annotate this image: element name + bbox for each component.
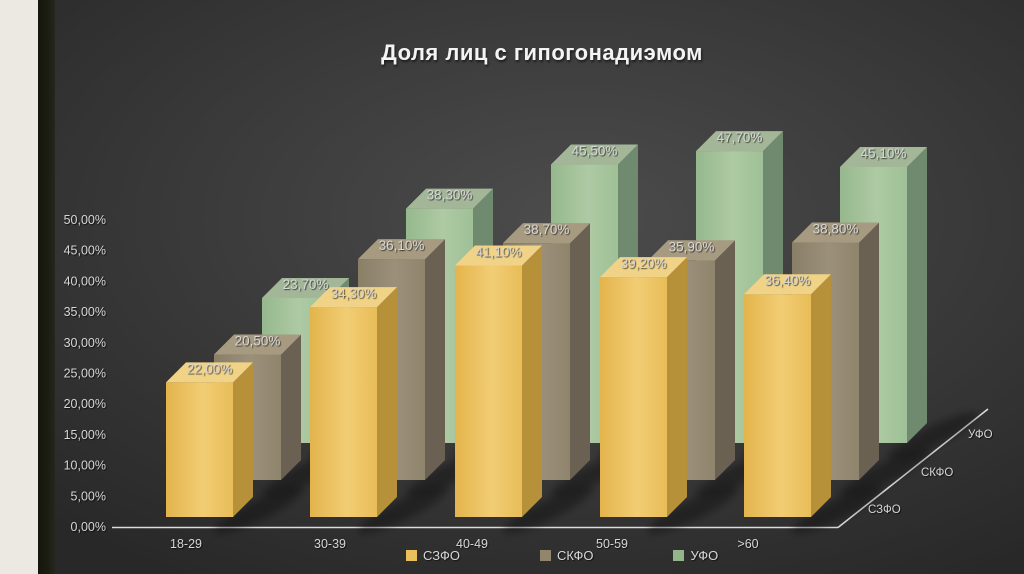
bar-top-1-0 — [214, 334, 301, 355]
x-axis-category-label: 30-39 — [314, 537, 346, 551]
bar-data-label: 38,80% — [813, 222, 859, 237]
y-axis-tick-label: 10,00% — [64, 459, 106, 473]
bar-data-label: 41,10% — [476, 244, 522, 259]
y-axis-tick-label: 25,00% — [64, 367, 106, 381]
legend-swatch-0 — [406, 550, 417, 561]
bar-data-label: 35,90% — [669, 239, 715, 254]
x-axis-category-label: 50-59 — [596, 537, 628, 551]
depth-axis-series-label: СКФО — [921, 467, 953, 479]
bar-data-label: 34,30% — [331, 286, 377, 301]
bar-data-label: 23,70% — [283, 277, 329, 292]
bar-shadow — [839, 449, 931, 497]
x-axis-category-label: >60 — [737, 537, 758, 551]
bar-top-2-1 — [406, 188, 493, 209]
bar-top-2-3 — [696, 131, 783, 152]
legend-swatch-1 — [539, 550, 551, 561]
bar-top-1-1 — [358, 239, 445, 260]
chart-title: Доля лиц с гипогонадиэмом — [381, 40, 703, 65]
bar-data-label: 20,50% — [235, 334, 281, 349]
y-axis-tick-label: 5,00% — [71, 489, 106, 503]
depth-axis-series-label: СЗФО — [868, 504, 901, 516]
y-axis-tick-label: 15,00% — [64, 428, 106, 442]
bar-top-0-1 — [310, 287, 397, 308]
bar-0-4 — [744, 294, 811, 517]
legend-item-1: СКФО — [539, 548, 594, 563]
x-axis-category-label: 18-29 — [170, 537, 202, 551]
bar-side-0-3 — [667, 257, 687, 517]
depth-axis-series-label: УФО — [968, 429, 993, 441]
bar-top-0-3 — [600, 257, 687, 278]
y-axis-tick-label: 0,00% — [71, 520, 106, 534]
legend-item-2: УФО — [673, 548, 718, 563]
bar-0-3 — [600, 277, 667, 517]
bar-top-1-2 — [503, 223, 590, 244]
bar-data-label: 39,20% — [621, 256, 667, 271]
bar-data-label: 47,70% — [717, 130, 763, 145]
bar-shadow — [887, 412, 979, 460]
bar-data-label: 36,10% — [379, 238, 425, 253]
legend-label-2: УФО — [690, 548, 719, 563]
y-axis-tick-label: 35,00% — [64, 305, 106, 319]
slide-edge-strip — [0, 0, 38, 574]
bar-shadow — [502, 486, 594, 534]
y-axis-tick-label: 40,00% — [64, 274, 106, 288]
chart-legend: СЗФО СКФО УФО — [406, 548, 718, 563]
bar-data-label: 45,50% — [572, 144, 618, 159]
bar-top-1-3 — [648, 240, 735, 261]
bar-data-label: 45,10% — [861, 146, 907, 161]
bar-0-0 — [166, 382, 233, 517]
bar-side-0-4 — [811, 274, 831, 517]
bar-side-1-2 — [570, 223, 590, 480]
x-axis-category-label: 40-49 — [456, 537, 488, 551]
bar-0-2 — [455, 265, 522, 517]
bar-side-0-0 — [233, 362, 253, 517]
bar-data-label: 22,00% — [187, 361, 233, 376]
legend-swatch-2 — [673, 550, 685, 561]
bar-side-1-3 — [715, 240, 735, 480]
bar-0-1 — [310, 307, 377, 517]
bar-shadow — [213, 486, 305, 534]
bar-shadow — [791, 486, 883, 534]
bar-data-label: 36,40% — [765, 273, 811, 288]
bar-top-0-0 — [166, 362, 253, 383]
bar-top-1-4 — [792, 222, 879, 243]
legend-item-0: СЗФО — [406, 548, 460, 563]
bar-side-1-4 — [859, 222, 879, 480]
bar-side-1-0 — [281, 334, 301, 480]
y-axis-tick-label: 45,00% — [64, 244, 106, 258]
legend-label-0: СЗФО — [423, 548, 460, 563]
bar-top-0-4 — [744, 274, 831, 295]
bar-top-2-4 — [840, 146, 927, 167]
bar-shadow — [647, 486, 739, 534]
y-axis-tick-label: 50,00% — [64, 213, 106, 227]
bar-top-0-2 — [455, 245, 542, 266]
bar-side-0-2 — [522, 245, 542, 517]
bar-side-2-4 — [907, 146, 927, 443]
bar-data-label: 38,30% — [427, 188, 473, 203]
bar-top-2-2 — [551, 144, 638, 165]
legend-label-1: СКФО — [556, 548, 594, 563]
slide-edge-shadow — [38, 0, 55, 574]
bar-data-label: 38,70% — [524, 222, 570, 237]
bar-side-1-1 — [425, 239, 445, 480]
bar-shadow — [357, 486, 449, 534]
y-axis-tick-label: 30,00% — [64, 336, 106, 350]
bar-side-0-1 — [377, 287, 397, 517]
y-axis-tick-label: 20,00% — [64, 397, 106, 411]
